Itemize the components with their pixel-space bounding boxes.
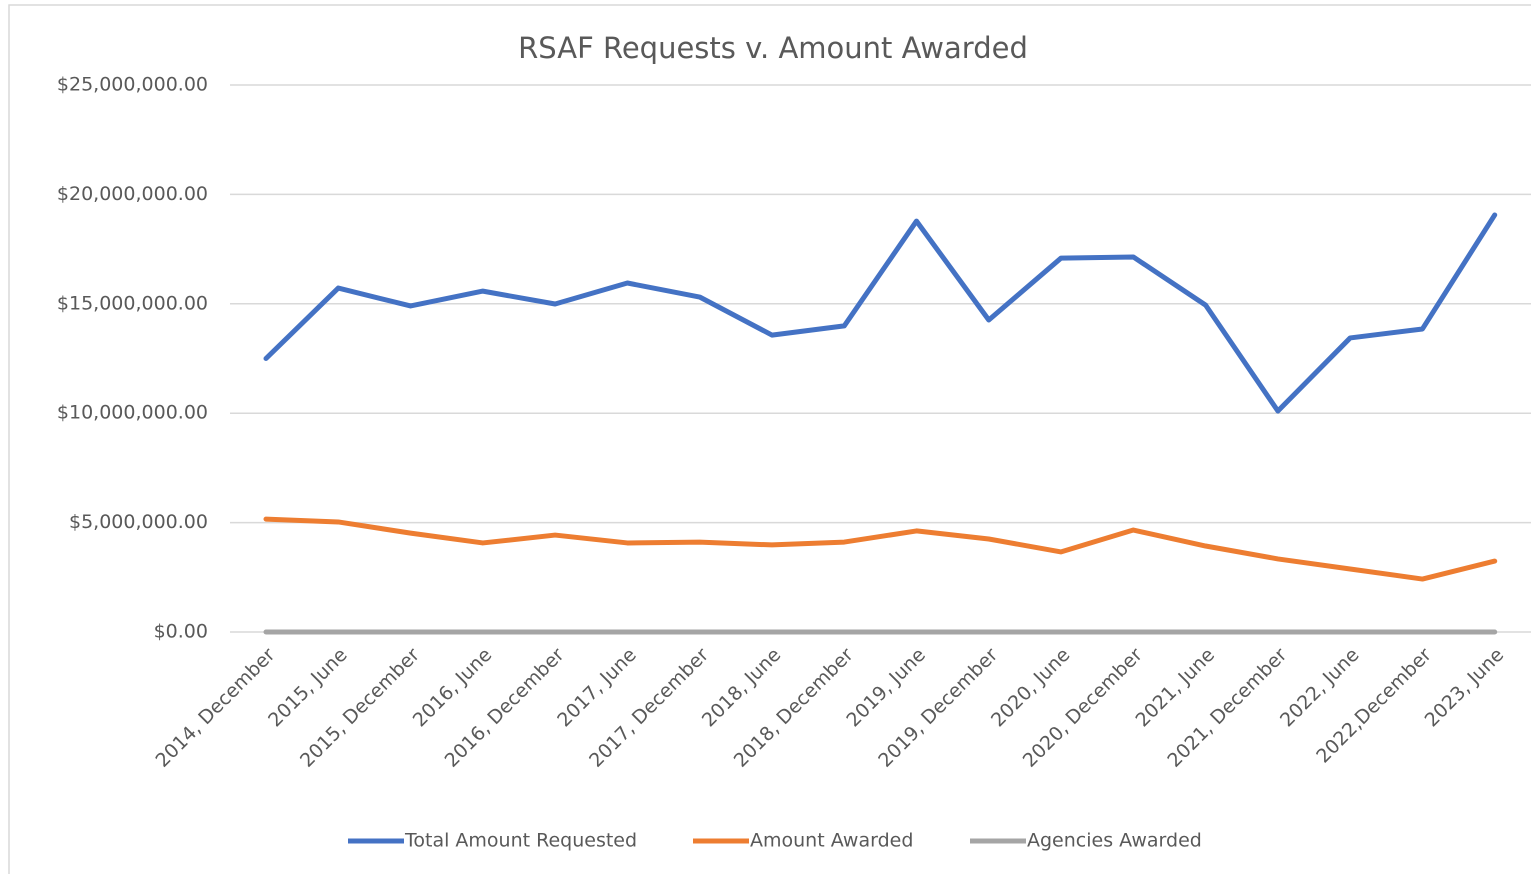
legend-label: Total Amount Requested [404, 830, 637, 852]
legend-label: Agencies Awarded [1027, 830, 1202, 852]
x-tick-label: 2021, December [1163, 644, 1291, 772]
y-tick-label: $20,000,000.00 [57, 183, 208, 205]
x-tick-label: 2018, December [730, 644, 858, 772]
x-tick-label: 2016, December [441, 644, 569, 772]
x-tick-label: 2017, December [585, 644, 713, 772]
x-tick-label: 2019, December [874, 644, 1002, 772]
y-tick-label: $25,000,000.00 [57, 74, 208, 96]
x-tick-label: 2023, June [1421, 644, 1509, 732]
x-tick-label: 2014, December [151, 644, 279, 772]
x-tick-label: 2015, December [296, 644, 424, 772]
x-tick-label: 2020, December [1019, 644, 1147, 772]
series-line [263, 212, 1498, 414]
y-tick-label: $10,000,000.00 [57, 402, 208, 424]
y-tick-label: $5,000,000.00 [69, 511, 208, 533]
y-tick-label: $0.00 [154, 621, 208, 643]
legend-label: Amount Awarded [750, 830, 913, 852]
chart-title: RSAF Requests v. Amount Awarded [518, 31, 1028, 65]
y-tick-label: $15,000,000.00 [57, 292, 208, 314]
chart-border [8, 4, 1531, 874]
series-line [263, 516, 1498, 582]
